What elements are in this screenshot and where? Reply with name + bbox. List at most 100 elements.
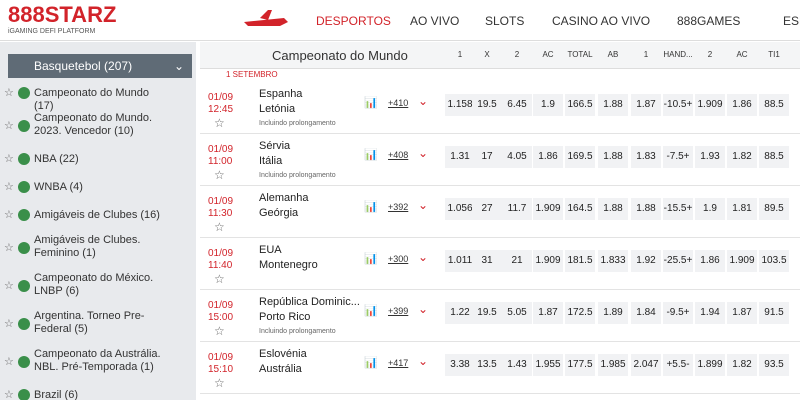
odd[interactable]: 1.83 [631,146,661,168]
odd[interactable]: 1.158 [445,94,475,116]
league-star[interactable]: ☆ [4,280,14,292]
odd[interactable]: 88.5 [759,94,789,116]
team-1[interactable]: Espanha [259,88,303,100]
odd[interactable]: 93.5 [759,354,789,376]
odd[interactable]: 6.45 [502,94,532,116]
logo[interactable]: 888STARZ [8,2,117,27]
odd[interactable]: 13.5 [472,354,502,376]
odd[interactable]: 1.86 [533,146,563,168]
odd[interactable]: 1.909 [695,94,725,116]
odd[interactable]: 27 [472,198,502,220]
nav-item[interactable]: 888GAMES [677,14,741,28]
team-2[interactable]: Geórgia [259,207,299,219]
league-star[interactable]: ☆ [4,209,14,221]
league-star[interactable]: ☆ [4,242,14,254]
odd[interactable]: 1.011 [445,250,475,272]
odd[interactable]: -10.5+ [663,94,693,116]
more-markets[interactable]: +417 [388,358,409,368]
league-star[interactable]: ☆ [4,318,14,330]
team-1[interactable]: EUA [259,244,282,256]
league-name[interactable]: Campeonato do México. LNBP (6) [34,272,154,297]
odd[interactable]: 1.9 [695,198,725,220]
nav-item[interactable]: ESPORTS [783,14,800,28]
team-1[interactable]: Sérvia [259,140,291,152]
team-1[interactable]: Alemanha [259,192,309,204]
odd[interactable]: 1.81 [727,198,757,220]
odd[interactable]: 1.833 [598,250,628,272]
league-star[interactable]: ☆ [4,87,14,99]
odd[interactable]: 1.86 [695,250,725,272]
nav-item[interactable]: AO VIVO [410,14,460,28]
nav-item[interactable]: DESPORTOS [316,14,391,28]
odd[interactable]: 31 [472,250,502,272]
expand[interactable]: ⌄ [418,94,429,108]
expand[interactable]: ⌄ [418,146,429,160]
odd[interactable]: 1.88 [598,94,628,116]
league-star[interactable]: ☆ [4,389,14,400]
favorite-star[interactable]: ☆ [214,272,225,286]
league-star[interactable]: ☆ [4,120,14,132]
team-1[interactable]: Eslovénia [259,348,307,360]
odd[interactable]: 19.5 [472,302,502,324]
odd[interactable]: 17 [472,146,502,168]
odd[interactable]: 11.7 [502,198,532,220]
league-name[interactable]: Argentina. Torneo Pre-Federal (5) [34,310,145,335]
more-markets[interactable]: +410 [388,98,409,108]
league-name[interactable]: WNBA (4) [34,181,83,193]
favorite-star[interactable]: ☆ [214,116,225,130]
expand[interactable]: ⌄ [418,302,429,316]
odd[interactable]: 164.5 [565,198,595,220]
league-name[interactable]: Amigáveis de Clubes (16) [34,209,160,221]
odd[interactable]: 1.056 [445,198,475,220]
odd[interactable]: 1.86 [727,94,757,116]
odd[interactable]: 181.5 [565,250,595,272]
odd[interactable]: 1.899 [695,354,725,376]
odd[interactable]: 1.87 [533,302,563,324]
odd[interactable]: 19.5 [472,94,502,116]
stats-icon[interactable]: 📊 [364,97,378,109]
odd[interactable]: -9.5+ [663,302,693,324]
team-2[interactable]: Itália [259,155,283,167]
league-name[interactable]: Campeonato do Mundo (17) [34,87,149,112]
odd[interactable]: 1.93 [695,146,725,168]
odd[interactable]: -15.5+ [663,198,693,220]
team-2[interactable]: Porto Rico [259,311,311,323]
odd[interactable]: 1.909 [533,250,563,272]
odd[interactable]: 1.82 [727,146,757,168]
team-2[interactable]: Letónia [259,103,296,115]
odd[interactable]: 103.5 [759,250,789,272]
league-name[interactable]: Brazil (6) [34,389,79,400]
odd[interactable]: 1.985 [598,354,628,376]
odd[interactable]: 1.94 [695,302,725,324]
odd[interactable]: 1.43 [502,354,532,376]
odd[interactable]: 4.05 [502,146,532,168]
plane-icon[interactable] [240,8,290,32]
odd[interactable]: 1.31 [445,146,475,168]
odd[interactable]: 1.88 [598,198,628,220]
odd[interactable]: 1.87 [631,94,661,116]
more-markets[interactable]: +300 [388,254,409,264]
stats-icon[interactable]: 📊 [364,305,378,317]
odd[interactable]: 1.84 [631,302,661,324]
more-markets[interactable]: +399 [388,306,409,316]
favorite-star[interactable]: ☆ [214,376,225,390]
odd[interactable]: 21 [502,250,532,272]
odd[interactable]: 172.5 [565,302,595,324]
league-name[interactable]: NBA (22) [34,153,79,165]
expand[interactable]: ⌄ [418,198,429,212]
odd[interactable]: 1.82 [727,354,757,376]
stats-icon[interactable]: 📊 [364,149,378,161]
odd[interactable]: 1.9 [533,94,563,116]
team-2[interactable]: Montenegro [259,259,318,271]
stats-icon[interactable]: 📊 [364,357,378,369]
team-2[interactable]: Austrália [259,363,302,375]
odd[interactable]: -25.5+ [663,250,693,272]
league-name[interactable]: Campeonato da Austrália. NBL. Pré-Tempor… [34,348,161,373]
odd[interactable]: 177.5 [565,354,595,376]
odd[interactable]: +5.5- [663,354,693,376]
expand[interactable]: ⌄ [418,250,429,264]
league-star[interactable]: ☆ [4,181,14,193]
odd[interactable]: 1.88 [631,198,661,220]
sport-title[interactable]: Basquetebol (207) ⌄ [8,54,192,78]
odd[interactable]: -7.5+ [663,146,693,168]
